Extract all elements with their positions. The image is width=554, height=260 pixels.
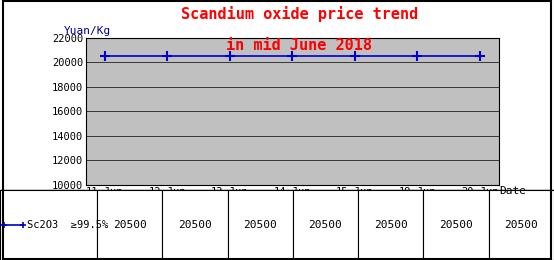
Text: 20500: 20500 — [309, 220, 342, 230]
Text: Yuan/Kg: Yuan/Kg — [64, 26, 111, 36]
Text: Scandium oxide price trend: Scandium oxide price trend — [181, 6, 418, 23]
Text: in mid June 2018: in mid June 2018 — [226, 38, 372, 53]
Text: 20500: 20500 — [243, 220, 277, 230]
Text: 20500: 20500 — [178, 220, 212, 230]
Text: Date: Date — [500, 186, 527, 196]
Text: 20500: 20500 — [439, 220, 473, 230]
Text: 20500: 20500 — [112, 220, 146, 230]
Text: 20500: 20500 — [374, 220, 408, 230]
Text: Sc2O3  ≥99.5%: Sc2O3 ≥99.5% — [27, 220, 108, 230]
Text: 20500: 20500 — [505, 220, 538, 230]
